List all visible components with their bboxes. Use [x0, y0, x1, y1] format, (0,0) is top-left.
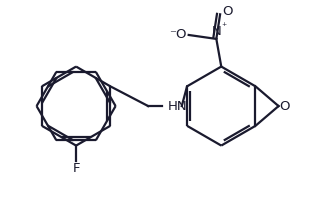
- Text: HN: HN: [168, 100, 187, 113]
- Text: O: O: [279, 100, 290, 113]
- Text: N: N: [212, 25, 221, 38]
- Text: O: O: [222, 5, 233, 18]
- Text: ⁺: ⁺: [221, 22, 227, 32]
- Text: F: F: [72, 162, 80, 175]
- Text: ⁻O: ⁻O: [169, 28, 187, 41]
